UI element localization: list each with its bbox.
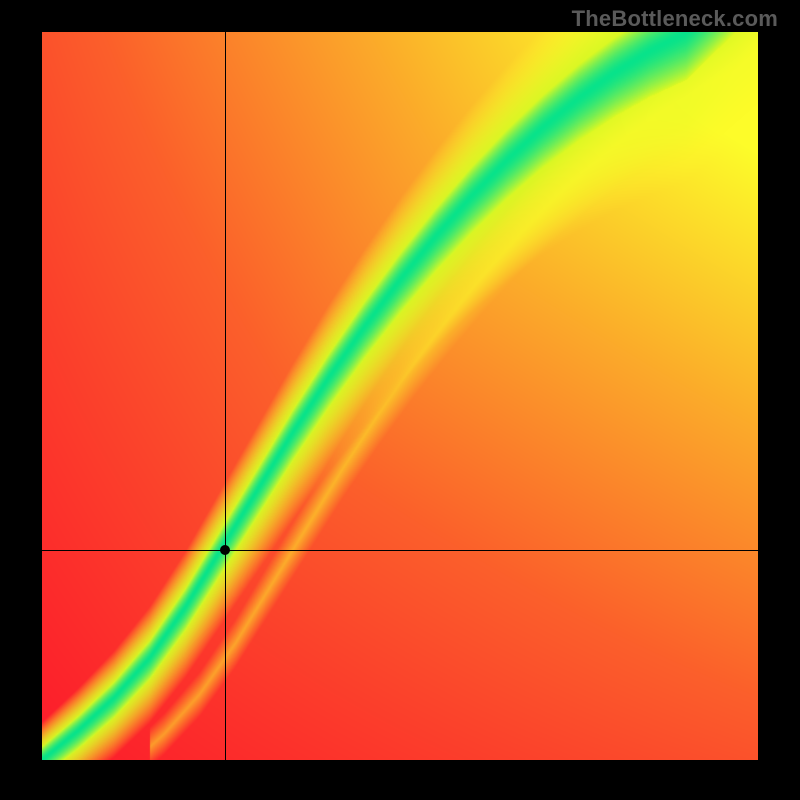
crosshair-horizontal <box>42 550 758 551</box>
heatmap-canvas <box>42 32 758 760</box>
watermark-text: TheBottleneck.com <box>572 6 778 32</box>
heatmap-plot <box>42 32 758 760</box>
marker-dot <box>220 545 230 555</box>
crosshair-vertical <box>225 32 226 760</box>
chart-container: { "watermark": { "text": "TheBottleneck.… <box>0 0 800 800</box>
